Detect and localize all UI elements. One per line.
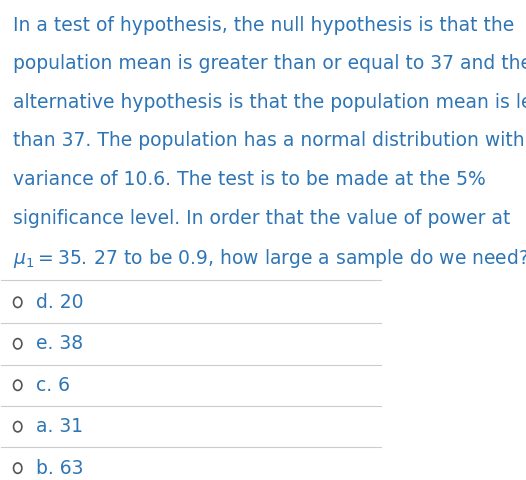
Text: significance level. In order that the value of power at: significance level. In order that the va… [13, 209, 510, 228]
Text: population mean is greater than or equal to 37 and the: population mean is greater than or equal… [13, 54, 526, 73]
Text: b. 63: b. 63 [36, 459, 84, 478]
Text: a. 31: a. 31 [36, 417, 83, 436]
Text: d. 20: d. 20 [36, 293, 84, 312]
Text: e. 38: e. 38 [36, 334, 83, 353]
Text: $\mu_1 = 35.\,27$ to be 0.9, how large a sample do we need?: $\mu_1 = 35.\,27$ to be 0.9, how large a… [13, 247, 526, 270]
Text: than 37. The population has a normal distribution with: than 37. The population has a normal dis… [13, 132, 524, 150]
Text: In a test of hypothesis, the null hypothesis is that the: In a test of hypothesis, the null hypoth… [13, 15, 514, 35]
Text: c. 6: c. 6 [36, 376, 70, 395]
Text: variance of 10.6. The test is to be made at the 5%: variance of 10.6. The test is to be made… [13, 170, 485, 189]
Text: alternative hypothesis is that the population mean is less: alternative hypothesis is that the popul… [13, 93, 526, 112]
